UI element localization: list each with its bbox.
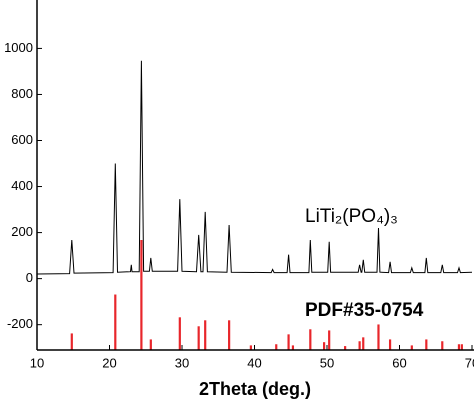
x-tick-label: 10	[30, 355, 44, 370]
y-tick-label: 600	[11, 132, 33, 147]
x-tick-label: 40	[247, 355, 261, 370]
y-tick-label: 1000	[4, 40, 33, 55]
x-tick-label: 30	[175, 355, 189, 370]
x-tick-label: 70	[465, 355, 474, 370]
y-tick-label: 200	[11, 224, 33, 239]
x-axis-label: 2Theta (deg.)	[199, 379, 311, 399]
x-tick-label: 20	[102, 355, 116, 370]
y-tick-label: 800	[11, 86, 33, 101]
x-tick-label: 60	[392, 355, 406, 370]
y-tick-label: 400	[11, 178, 33, 193]
y-tick-label: 0	[26, 270, 33, 285]
annotation: PDF#35-0754	[305, 300, 424, 321]
y-tick-label: -200	[7, 316, 33, 331]
x-tick-label: 50	[320, 355, 334, 370]
annotation: LiTi₂(PO₄)₃	[305, 206, 398, 227]
pattern-line	[36, 60, 473, 275]
